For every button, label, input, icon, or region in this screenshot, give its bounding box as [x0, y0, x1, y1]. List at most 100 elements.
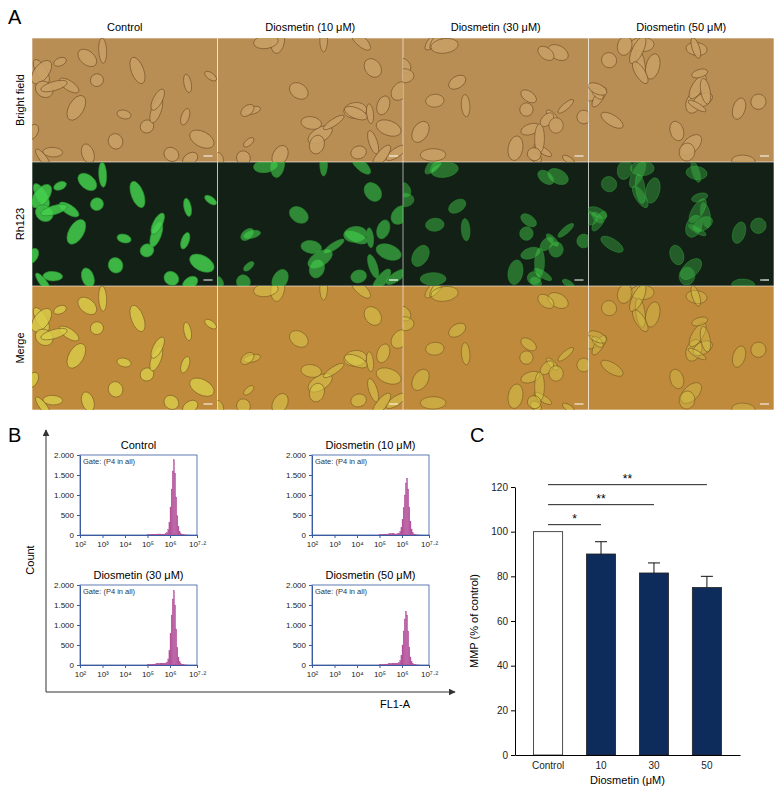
cell — [689, 38, 703, 59]
histogram-bar — [422, 535, 423, 536]
cell — [589, 80, 609, 98]
tick-label: 10³ — [97, 540, 109, 549]
tick-mark — [197, 535, 198, 538]
micrograph — [32, 162, 218, 286]
image-background — [218, 162, 404, 286]
cell — [32, 246, 41, 266]
tick-label: 60 — [497, 616, 509, 627]
cell — [286, 203, 311, 227]
histogram-bar — [384, 534, 385, 535]
cell — [98, 162, 107, 187]
histogram-bar — [387, 664, 388, 665]
histogram-bar — [180, 533, 181, 535]
tick: 10⁷·² — [189, 535, 206, 549]
histogram-bar — [170, 507, 171, 535]
image-background — [32, 286, 218, 410]
tick-mark — [309, 455, 312, 456]
cell — [161, 268, 181, 286]
tick: 10⁶ — [164, 535, 176, 549]
cell — [535, 291, 556, 311]
cell — [366, 227, 375, 248]
cell — [32, 370, 41, 390]
cell — [691, 67, 709, 79]
panel-label: C — [470, 424, 484, 446]
axis: 10²10³10⁴10⁵10⁶10⁷·² — [75, 665, 207, 679]
histogram-bar — [152, 534, 153, 535]
cell — [420, 273, 446, 286]
tick-label: 20 — [497, 705, 509, 716]
tick: 10⁵ — [374, 665, 386, 679]
error-cap — [701, 576, 713, 577]
tick: 1.000 — [286, 491, 312, 500]
scale-bar — [760, 155, 769, 156]
cell — [687, 346, 708, 362]
tick-mark — [77, 515, 80, 516]
significance-label: ** — [596, 492, 606, 506]
cell — [52, 56, 67, 68]
histogram-bar — [153, 664, 154, 665]
cell — [518, 335, 538, 353]
histogram-bar — [402, 520, 403, 535]
axis: 10²10³10⁴10⁵10⁶10⁷·² — [75, 535, 207, 549]
micrograph — [589, 162, 775, 286]
histogram-bar — [152, 664, 153, 665]
column-label: Control — [107, 21, 142, 33]
cell — [239, 226, 257, 243]
tick: 2.000 — [286, 581, 312, 590]
histogram-bar — [161, 534, 162, 535]
tick-label: 10⁷·² — [421, 670, 438, 679]
cell — [286, 327, 311, 351]
micrograph — [589, 286, 775, 410]
cell — [218, 152, 225, 162]
histogram-bar — [178, 657, 179, 665]
cell — [180, 273, 200, 286]
cell — [430, 162, 459, 179]
histogram-bar — [173, 591, 174, 665]
cell — [430, 286, 459, 303]
cell — [374, 218, 392, 240]
cell — [348, 162, 374, 177]
cell — [127, 55, 148, 85]
tick-label: 100 — [491, 526, 508, 537]
cell — [691, 315, 709, 327]
histogram-bar — [411, 662, 412, 665]
cell — [598, 297, 619, 318]
cell — [242, 136, 256, 149]
cell — [626, 286, 649, 314]
histogram-bar — [167, 533, 168, 535]
error-bar — [595, 542, 607, 554]
cell — [461, 94, 471, 117]
histogram-bar — [164, 663, 165, 665]
tick-label: Control — [532, 760, 564, 771]
tick-label: 1.500 — [286, 601, 307, 610]
tick: Control — [532, 755, 564, 771]
histogram-bar — [190, 535, 191, 536]
axis: 05001.0001.5002.000 — [286, 581, 313, 670]
cell — [349, 392, 368, 409]
histogram-bar — [387, 534, 388, 535]
tick-mark — [309, 515, 312, 516]
cell — [187, 126, 218, 152]
axis-title: Diosmetin (μM) — [590, 774, 665, 786]
row-label: Rh123 — [14, 208, 26, 240]
histogram-bar — [399, 533, 400, 535]
cell — [387, 202, 403, 228]
significance-label: ** — [623, 472, 633, 486]
cell — [366, 351, 375, 372]
tick-mark — [429, 535, 430, 538]
tick-label: 30 — [648, 760, 660, 771]
histogram-bar — [394, 534, 395, 535]
cell — [556, 221, 575, 239]
tick-label: 10² — [75, 670, 87, 679]
cell — [300, 239, 322, 255]
cell — [408, 118, 433, 145]
tick-mark — [511, 755, 515, 756]
cell — [425, 94, 444, 108]
cell — [420, 149, 446, 162]
cell — [300, 363, 322, 379]
histogram-bar — [162, 534, 163, 535]
cell — [75, 46, 101, 70]
tick: 10⁶ — [396, 665, 408, 679]
cell — [678, 390, 696, 410]
cell — [179, 107, 192, 126]
